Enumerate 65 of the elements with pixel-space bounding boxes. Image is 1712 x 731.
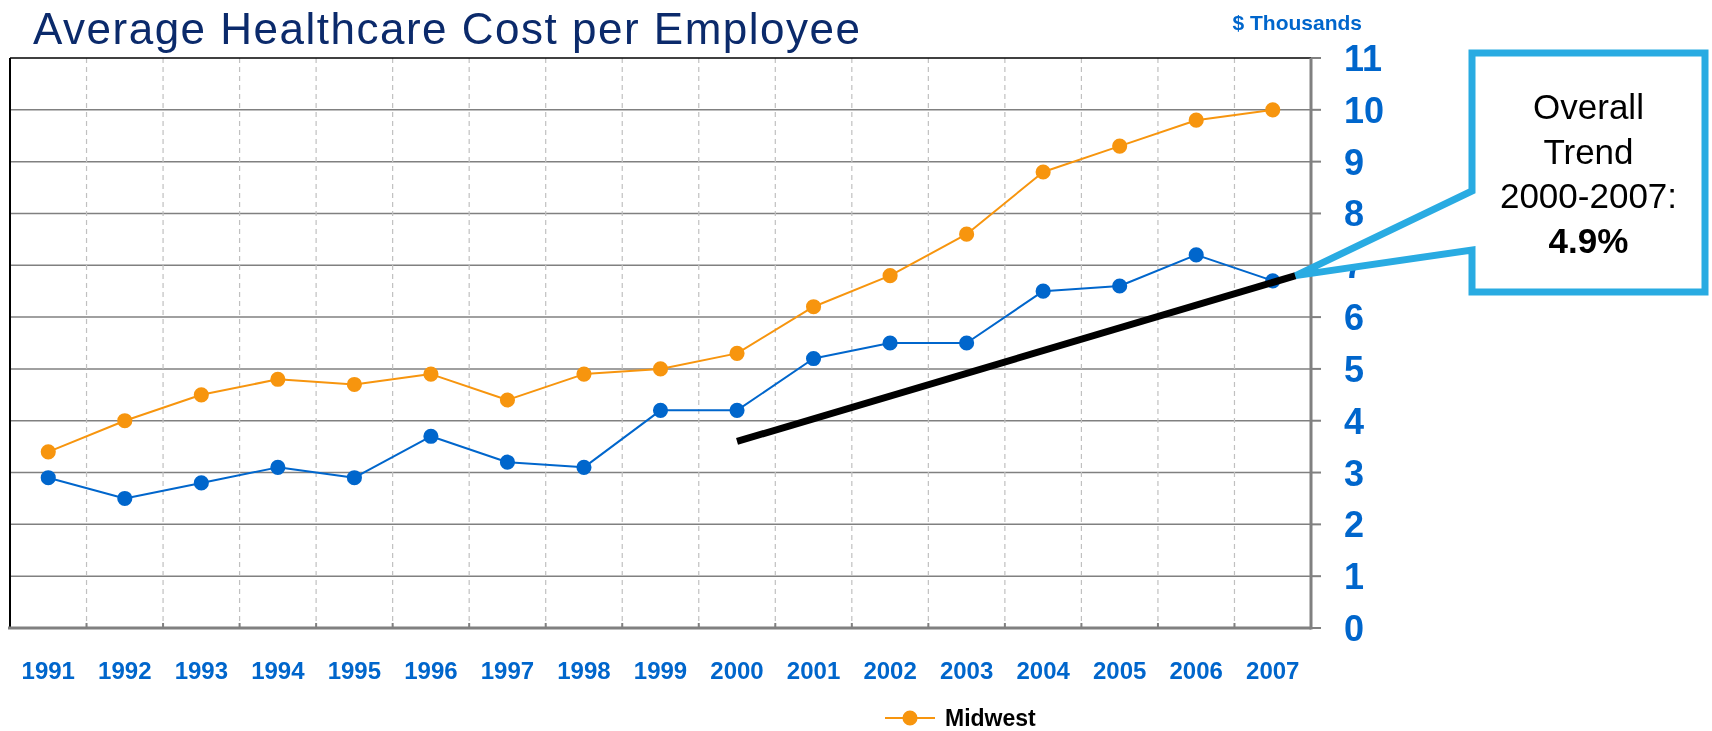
- point: [959, 226, 975, 242]
- point: [959, 335, 975, 351]
- point: [1112, 278, 1128, 294]
- point: [576, 366, 592, 382]
- y-tick-label: 8: [1344, 193, 1365, 235]
- point: [193, 387, 209, 403]
- y-tick-label: 11: [1344, 37, 1383, 79]
- x-tick-label: 1996: [404, 657, 458, 684]
- y-tick-label: 1: [1344, 556, 1365, 598]
- point: [40, 444, 56, 460]
- x-tick-label: 2002: [863, 657, 917, 684]
- point: [499, 392, 516, 408]
- y-tick-label: 3: [1344, 452, 1365, 494]
- y-tick-label: 5: [1344, 348, 1365, 390]
- x-tick-label: 2007: [1246, 657, 1300, 684]
- point: [423, 428, 439, 444]
- x-tick-label: 2004: [1016, 657, 1071, 684]
- point: [346, 470, 362, 486]
- point: [652, 402, 669, 418]
- x-tick-label: 1995: [327, 657, 382, 684]
- point: [270, 371, 286, 387]
- point: [423, 366, 439, 382]
- x-tick-label: 2000: [710, 657, 764, 684]
- x-tick-label: 1999: [633, 657, 688, 684]
- point: [40, 470, 56, 486]
- x-tick-label: 2006: [1169, 657, 1223, 684]
- x-tick-label: 1993: [174, 657, 229, 684]
- point: [1188, 112, 1204, 128]
- point: [499, 454, 516, 470]
- point: [193, 475, 209, 491]
- point: [1188, 247, 1204, 263]
- point: [346, 376, 362, 393]
- point: [576, 459, 592, 475]
- point: [652, 361, 669, 377]
- y-tick-label: 4: [1344, 400, 1365, 442]
- x-tick-label: 2003: [939, 657, 994, 684]
- y-tick-label: 10: [1344, 89, 1385, 131]
- x-tick-label: 1994: [251, 657, 306, 684]
- point: [1112, 138, 1128, 154]
- x-tick-label: 1992: [98, 657, 152, 684]
- x-tick-label: 1998: [557, 657, 611, 684]
- y-tick-label: 6: [1344, 297, 1365, 339]
- point: [882, 268, 898, 284]
- point: [805, 299, 822, 315]
- y-tick-label: 9: [1344, 141, 1365, 183]
- x-tick-label: 1997: [480, 657, 535, 684]
- point: [805, 350, 822, 367]
- point: [882, 335, 898, 351]
- point: [729, 345, 745, 361]
- y-tick-label: 0: [1344, 607, 1365, 649]
- point: [117, 413, 133, 429]
- chart-title: Average Healthcare Cost per Employee: [33, 4, 862, 53]
- point: [117, 490, 133, 507]
- legend-label: Midwest: [945, 705, 1037, 731]
- y-axis-title: $ Thousands: [1232, 11, 1362, 34]
- point: [729, 402, 745, 418]
- point: [270, 459, 286, 475]
- point: [1265, 102, 1281, 118]
- point: [1035, 164, 1051, 180]
- y-tick-label: 2: [1344, 504, 1365, 546]
- x-tick-label: 2005: [1092, 657, 1147, 684]
- x-tick-label: 1991: [21, 657, 75, 684]
- text: Overall Trend 2000-2007: 4.9%: [1499, 87, 1678, 260]
- point: [1035, 283, 1051, 299]
- x-tick-label: 2001: [786, 657, 841, 684]
